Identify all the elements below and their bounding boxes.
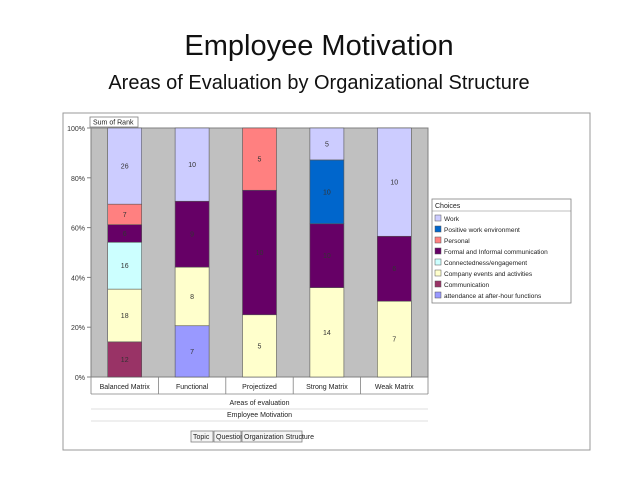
bar-value-label: 7	[190, 349, 194, 356]
legend-swatch	[434, 258, 442, 266]
bar-segment	[174, 127, 210, 202]
bar-segment	[242, 189, 277, 316]
legend-swatch	[434, 225, 442, 233]
page-field-button[interactable]	[241, 430, 303, 443]
y-tick-label: 20%	[71, 325, 85, 332]
bar-value-label: 7	[392, 337, 396, 344]
bar-segment	[376, 235, 412, 302]
legend-swatch	[434, 269, 442, 277]
legend-swatch	[434, 236, 442, 244]
legend-swatch	[434, 280, 442, 288]
bar-segment	[309, 159, 345, 225]
bar-segment	[107, 127, 142, 205]
legend-label: Personal	[444, 238, 470, 245]
bar-value-label: 10	[323, 253, 331, 260]
page-field-label: Topic	[193, 434, 210, 441]
bar-value-label: 5	[258, 343, 262, 350]
bar-value-label: 9	[190, 232, 194, 239]
bar-value-label: 26	[121, 164, 129, 171]
x-tick-label: Weak Matrix	[375, 384, 414, 391]
bar-segment	[242, 127, 277, 191]
bar-value-label: 10	[390, 180, 398, 187]
y-tick-label: 60%	[71, 226, 85, 233]
legend-swatch	[434, 291, 442, 299]
bar-value-label: 10	[256, 250, 264, 257]
x-axis: Balanced Matrix Functional Projectized Stro…	[90, 377, 429, 422]
bar-value-label: 5	[258, 157, 262, 164]
bar-segment	[174, 200, 210, 268]
legend-label: Communication	[444, 282, 490, 289]
y-axis: 0% 20% 40% 60% 80% 100% Sum of Rank	[67, 116, 139, 382]
bars-group: 12 18 16 6 7 26 7 8 9 10 5 10 5 14 10 10 5 7 6 10	[107, 127, 412, 378]
legend-label: Work	[444, 216, 460, 223]
legend: Choices Work Positive work environment Pers…	[431, 198, 572, 304]
bar-value-label: 18	[121, 313, 129, 320]
legend-swatch	[434, 247, 442, 255]
y-tick-label: 80%	[71, 176, 85, 183]
x-tick-label: Balanced Matrix	[100, 384, 151, 391]
x-tick-label: Strong Matrix	[306, 384, 348, 391]
bar-segment	[107, 288, 142, 343]
bar-value-label: 14	[323, 330, 331, 337]
bar-value-label: 12	[121, 357, 129, 364]
bar-value-label: 6	[392, 266, 396, 273]
axis-field-label: Areas of evaluation	[230, 400, 290, 407]
x-tick-label: Functional	[176, 384, 209, 391]
page-field-label: Question	[216, 434, 244, 441]
axis-field-label: Employee Motivation	[227, 412, 292, 419]
bar-segment	[174, 266, 210, 327]
slide-subtitle: Areas of Evaluation by Organizational St…	[108, 72, 530, 94]
bar-value-label: 16	[121, 263, 129, 270]
bar-segment	[107, 341, 142, 378]
legend-title: Choices	[435, 203, 461, 210]
bar-value-label: 5	[325, 141, 329, 148]
y-tick-label: 100%	[67, 126, 85, 133]
legend-label: Formal and Informal communication	[444, 249, 548, 256]
bar-value-label: 7	[123, 212, 127, 219]
legend-swatch	[434, 214, 442, 222]
page-field-button[interactable]	[190, 430, 214, 443]
bar-value-label: 10	[323, 189, 331, 196]
bar-value-label: 6	[123, 231, 127, 238]
y-tick-label: 40%	[71, 275, 85, 282]
bar-segment	[309, 127, 345, 161]
bar-segment	[174, 325, 210, 378]
legend-label: Positive work environment	[444, 227, 520, 234]
bar-segment	[309, 223, 345, 288]
data-field-button[interactable]	[89, 116, 139, 128]
y-tick-label: 0%	[75, 375, 85, 382]
legend-box	[431, 198, 572, 304]
legend-label: Connectedness/engagement	[444, 260, 527, 267]
bar-segment	[309, 287, 345, 378]
x-tick-label: Projectized	[242, 384, 277, 391]
bar-value-label: 8	[190, 294, 194, 301]
legend-label: Company events and activities	[444, 271, 533, 278]
page-field-button[interactable]	[213, 430, 242, 443]
legend-label: attendance at after-hour functions	[444, 293, 542, 300]
bar-segment	[376, 300, 412, 378]
data-field-label: Sum of Rank	[93, 120, 134, 127]
bar-value-label: 10	[188, 162, 196, 169]
page-field-label: Organization Structure	[244, 434, 314, 441]
bar-segment	[376, 127, 412, 237]
field-buttons: Topic Question Organization Structure	[190, 430, 314, 443]
slide-title: Employee Motivation	[184, 30, 454, 62]
